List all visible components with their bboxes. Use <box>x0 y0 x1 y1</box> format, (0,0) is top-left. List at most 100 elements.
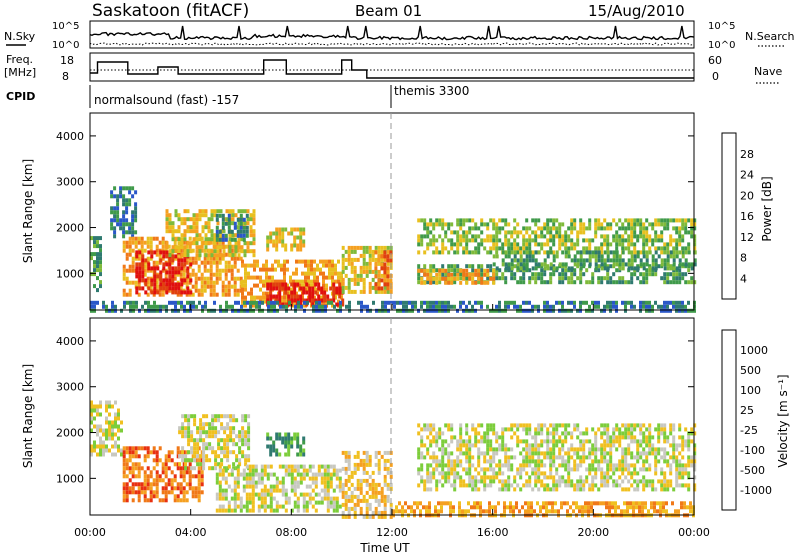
echo-cell-15 <box>555 300 558 305</box>
echo-cell-5 <box>383 474 387 479</box>
echo-cell-15 <box>543 304 546 309</box>
echo-cell-13 <box>585 250 589 255</box>
echo-cell-1 <box>128 230 132 235</box>
echo-cell-6 <box>274 259 277 264</box>
echo-cell-6 <box>645 451 649 456</box>
echo-cell-7 <box>272 294 276 299</box>
echo-cell-6 <box>277 279 280 284</box>
echo-cell-12 <box>486 264 490 269</box>
echo-cell-4 <box>269 444 273 449</box>
echo-cell-6 <box>325 275 328 280</box>
echo-cell-6 <box>262 283 265 288</box>
echo-cell-6 <box>558 447 562 452</box>
echo-cell-11 <box>633 250 637 255</box>
echo-cell-3 <box>153 274 157 279</box>
echo-cell-6 <box>522 467 526 472</box>
echo-cell-11 <box>579 222 583 227</box>
echo-cell-6 <box>585 479 589 484</box>
echo-cell-6 <box>519 463 523 468</box>
echo-cell-7 <box>413 509 416 514</box>
echo-cell-11 <box>675 230 679 235</box>
echo-cell-14 <box>459 280 463 285</box>
echo-cell-6 <box>672 439 676 444</box>
echo-cell-2 <box>152 236 156 241</box>
echo-cell-1 <box>137 462 141 467</box>
echo-cell-9 <box>344 265 348 270</box>
echo-cell-13 <box>579 258 583 263</box>
echo-cell-6 <box>313 267 316 272</box>
echo-cell-2 <box>191 268 195 273</box>
echo-cell-6 <box>462 439 466 444</box>
echo-cell-1 <box>131 218 135 223</box>
echo-cell-15 <box>666 304 669 309</box>
echo-cell-6 <box>522 439 526 444</box>
echo-cell-12 <box>429 268 433 273</box>
echo-cell-6 <box>642 487 646 492</box>
echo-cell-3 <box>245 472 249 477</box>
echo-cell-6 <box>513 455 517 460</box>
echo-cell-15 <box>330 300 333 305</box>
echo-cell-0 <box>114 444 117 449</box>
echo-cell-6 <box>519 475 523 480</box>
echo-cell-4 <box>192 217 196 222</box>
echo-cell-2 <box>187 418 191 423</box>
echo-cell-6 <box>262 267 265 272</box>
echo-cell-3 <box>177 262 181 267</box>
echo-cell-6 <box>552 451 556 456</box>
echo-cell-2 <box>184 414 188 419</box>
echo-cell-15 <box>588 304 591 309</box>
echo-cell-11 <box>546 226 550 231</box>
echo-cell-2 <box>128 240 132 245</box>
echo-cell-10 <box>377 254 381 259</box>
echo-cell-8 <box>269 235 273 240</box>
echo-cell-6 <box>417 451 421 456</box>
echo-cell-12 <box>447 264 451 269</box>
echo-cell-12 <box>552 264 556 269</box>
echo-cell-6 <box>438 431 442 436</box>
echo-cell-3 <box>189 290 193 295</box>
echo-cell-2 <box>208 430 212 435</box>
echo-cell-15 <box>597 304 600 309</box>
echo-cell-15 <box>399 308 402 313</box>
echo-cell-3 <box>159 286 163 291</box>
echo-cell-6 <box>525 451 529 456</box>
echo-cell-6 <box>301 283 304 288</box>
echo-cell-13 <box>621 266 625 271</box>
echo-cell-4 <box>252 253 256 258</box>
echo-cell-3 <box>248 480 252 485</box>
echo-cell-6 <box>570 455 574 460</box>
echo-cell-11 <box>615 246 619 251</box>
echo-cell-6 <box>657 431 661 436</box>
echo-cell-6 <box>447 467 451 472</box>
echo-cell-3 <box>263 472 267 477</box>
echo-cell-10 <box>383 282 387 287</box>
echo-cell-15 <box>687 308 690 313</box>
echo-cell-3 <box>236 496 240 501</box>
echo-cell-3 <box>290 464 294 469</box>
echo-cell-3 <box>215 476 219 481</box>
echo-cell-0 <box>90 404 93 409</box>
echo-cell-13 <box>684 258 688 263</box>
echo-cell-6 <box>690 463 694 468</box>
echo-cell-15 <box>225 300 228 305</box>
echo-cell-6 <box>537 459 541 464</box>
echo-cell-15 <box>648 304 651 309</box>
echo-cell-11 <box>585 226 589 231</box>
echo-cell-6 <box>678 451 682 456</box>
echo-cell-6 <box>564 463 568 468</box>
echo-cell-2 <box>182 272 186 277</box>
echo-cell-6 <box>678 423 682 428</box>
echo-cell-12 <box>549 276 553 281</box>
echo-cell-3 <box>248 508 252 513</box>
echo-cell-11 <box>438 250 442 255</box>
echo-cell-1 <box>128 478 132 483</box>
echo-cell-5 <box>344 506 348 511</box>
echo-cell-4 <box>198 253 202 258</box>
echo-cell-3 <box>150 250 154 255</box>
echo-cell-12 <box>534 276 538 281</box>
echo-cell-12 <box>618 276 622 281</box>
echo-cell-6 <box>271 263 274 268</box>
echo-cell-3 <box>159 274 163 279</box>
echo-cell-6 <box>537 487 541 492</box>
echo-cell-11 <box>585 238 589 243</box>
